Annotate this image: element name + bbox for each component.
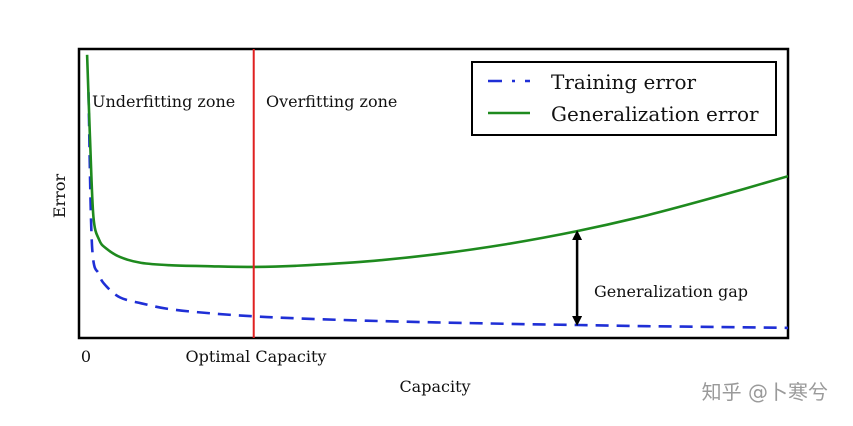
generalization-error-line: [85, 54, 788, 269]
x-axis-label: Capacity: [399, 377, 470, 396]
legend-box: [471, 61, 777, 136]
y-axis-label: Error: [50, 174, 69, 219]
generalization-gap-label: Generalization gap: [594, 282, 748, 301]
underfitting-label: Underfitting zone: [92, 92, 235, 111]
plot-frame: [77, 47, 790, 340]
legend-generalization-label: Generalization error: [551, 102, 759, 126]
series-group: [85, 49, 788, 338]
x-tick-label-zero: 0: [81, 347, 91, 366]
overfitting-label: Overfitting zone: [266, 92, 397, 111]
watermark: 知乎 @卜寒兮: [702, 380, 828, 404]
training-error-line: [87, 92, 788, 330]
x-tick-label-optimal: Optimal Capacity: [186, 347, 327, 366]
legend: Training error Generalization error: [471, 61, 777, 136]
legend-training-label: Training error: [551, 70, 697, 94]
